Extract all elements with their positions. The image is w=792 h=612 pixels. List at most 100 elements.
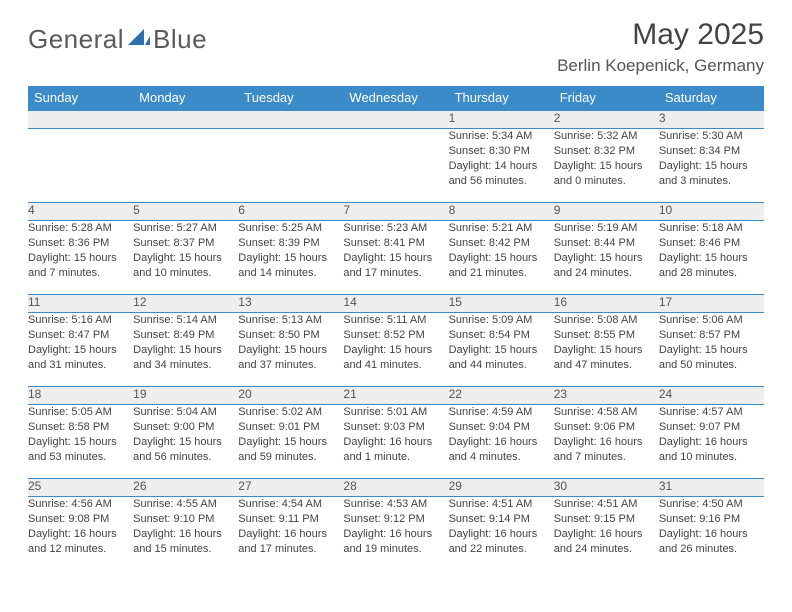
sunset-line: Sunset: 9:16 PM [659,512,764,527]
day-number-cell: 29 [449,479,554,497]
sunset-line: Sunset: 8:49 PM [133,328,238,343]
sunset-line: Sunset: 8:58 PM [28,420,133,435]
day-detail-cell [343,129,448,203]
day-detail-cell: Sunrise: 4:51 AMSunset: 9:15 PMDaylight:… [554,497,659,571]
sunrise-line: Sunrise: 5:18 AM [659,221,764,236]
week-detail-row: Sunrise: 5:28 AMSunset: 8:36 PMDaylight:… [28,221,764,295]
sunrise-line: Sunrise: 5:32 AM [554,129,659,144]
sunset-line: Sunset: 9:00 PM [133,420,238,435]
sunrise-line: Sunrise: 4:56 AM [28,497,133,512]
sunrise-line: Sunrise: 5:14 AM [133,313,238,328]
day-detail-cell: Sunrise: 5:16 AMSunset: 8:47 PMDaylight:… [28,313,133,387]
daylight-line: Daylight: 15 hours and 56 minutes. [133,435,238,465]
month-title: May 2025 [557,18,764,52]
logo-sail-icon [128,27,150,52]
sunrise-line: Sunrise: 5:05 AM [28,405,133,420]
sunset-line: Sunset: 9:08 PM [28,512,133,527]
day-number-cell: 26 [133,479,238,497]
day-detail-cell: Sunrise: 5:09 AMSunset: 8:54 PMDaylight:… [449,313,554,387]
day-detail-cell: Sunrise: 5:25 AMSunset: 8:39 PMDaylight:… [238,221,343,295]
daylight-line: Daylight: 15 hours and 3 minutes. [659,159,764,189]
day-detail-cell: Sunrise: 5:34 AMSunset: 8:30 PMDaylight:… [449,129,554,203]
day-number-cell: 14 [343,295,448,313]
sunrise-line: Sunrise: 4:51 AM [449,497,554,512]
day-number-cell: 19 [133,387,238,405]
week-detail-row: Sunrise: 5:34 AMSunset: 8:30 PMDaylight:… [28,129,764,203]
calendar-body: 123 Sunrise: 5:34 AMSunset: 8:30 PMDaylig… [28,111,764,571]
daylight-line: Daylight: 16 hours and 10 minutes. [659,435,764,465]
day-detail-cell: Sunrise: 5:23 AMSunset: 8:41 PMDaylight:… [343,221,448,295]
day-header-row: Sunday Monday Tuesday Wednesday Thursday… [28,86,764,111]
daylight-line: Daylight: 15 hours and 0 minutes. [554,159,659,189]
sunset-line: Sunset: 8:50 PM [238,328,343,343]
day-detail-cell: Sunrise: 5:27 AMSunset: 8:37 PMDaylight:… [133,221,238,295]
week-detail-row: Sunrise: 5:05 AMSunset: 8:58 PMDaylight:… [28,405,764,479]
sunrise-line: Sunrise: 5:13 AM [238,313,343,328]
sunset-line: Sunset: 8:57 PM [659,328,764,343]
day-detail-cell: Sunrise: 4:54 AMSunset: 9:11 PMDaylight:… [238,497,343,571]
sunrise-line: Sunrise: 4:58 AM [554,405,659,420]
sunset-line: Sunset: 9:11 PM [238,512,343,527]
sunset-line: Sunset: 8:52 PM [343,328,448,343]
day-detail-cell: Sunrise: 4:56 AMSunset: 9:08 PMDaylight:… [28,497,133,571]
daylight-line: Daylight: 15 hours and 41 minutes. [343,343,448,373]
day-number-cell: 2 [554,111,659,129]
day-number-cell: 9 [554,203,659,221]
day-detail-cell [133,129,238,203]
daylight-line: Daylight: 15 hours and 59 minutes. [238,435,343,465]
day-detail-cell: Sunrise: 5:30 AMSunset: 8:34 PMDaylight:… [659,129,764,203]
day-detail-cell: Sunrise: 5:14 AMSunset: 8:49 PMDaylight:… [133,313,238,387]
sunrise-line: Sunrise: 5:08 AM [554,313,659,328]
day-number-cell: 4 [28,203,133,221]
day-header: Tuesday [238,86,343,111]
day-detail-cell: Sunrise: 5:01 AMSunset: 9:03 PMDaylight:… [343,405,448,479]
sunrise-line: Sunrise: 4:57 AM [659,405,764,420]
day-detail-cell: Sunrise: 4:50 AMSunset: 9:16 PMDaylight:… [659,497,764,571]
day-detail-cell: Sunrise: 5:21 AMSunset: 8:42 PMDaylight:… [449,221,554,295]
daylight-line: Daylight: 16 hours and 26 minutes. [659,527,764,557]
sunrise-line: Sunrise: 4:59 AM [449,405,554,420]
sunrise-line: Sunrise: 5:23 AM [343,221,448,236]
sunrise-line: Sunrise: 5:34 AM [449,129,554,144]
sunset-line: Sunset: 9:01 PM [238,420,343,435]
sunrise-line: Sunrise: 5:30 AM [659,129,764,144]
day-detail-cell: Sunrise: 4:51 AMSunset: 9:14 PMDaylight:… [449,497,554,571]
sunrise-line: Sunrise: 4:55 AM [133,497,238,512]
daylight-line: Daylight: 15 hours and 44 minutes. [449,343,554,373]
header: General Blue May 2025 Berlin Koepenick, … [28,18,764,76]
day-number-cell: 1 [449,111,554,129]
day-number-cell: 8 [449,203,554,221]
day-detail-cell: Sunrise: 5:11 AMSunset: 8:52 PMDaylight:… [343,313,448,387]
day-number-cell: 31 [659,479,764,497]
sunrise-line: Sunrise: 5:19 AM [554,221,659,236]
daylight-line: Daylight: 14 hours and 56 minutes. [449,159,554,189]
sunset-line: Sunset: 9:12 PM [343,512,448,527]
sunset-line: Sunset: 8:41 PM [343,236,448,251]
day-detail-cell: Sunrise: 5:18 AMSunset: 8:46 PMDaylight:… [659,221,764,295]
daylight-line: Daylight: 15 hours and 34 minutes. [133,343,238,373]
daylight-line: Daylight: 15 hours and 53 minutes. [28,435,133,465]
daylight-line: Daylight: 16 hours and 17 minutes. [238,527,343,557]
day-detail-cell: Sunrise: 4:55 AMSunset: 9:10 PMDaylight:… [133,497,238,571]
sunset-line: Sunset: 8:37 PM [133,236,238,251]
sunrise-line: Sunrise: 5:21 AM [449,221,554,236]
daylight-line: Daylight: 15 hours and 17 minutes. [343,251,448,281]
day-number-cell [28,111,133,129]
day-detail-cell: Sunrise: 5:28 AMSunset: 8:36 PMDaylight:… [28,221,133,295]
day-number-cell: 11 [28,295,133,313]
day-detail-cell: Sunrise: 5:04 AMSunset: 9:00 PMDaylight:… [133,405,238,479]
daylight-line: Daylight: 15 hours and 31 minutes. [28,343,133,373]
sunset-line: Sunset: 8:42 PM [449,236,554,251]
sunrise-line: Sunrise: 4:51 AM [554,497,659,512]
day-number-cell: 5 [133,203,238,221]
sunset-line: Sunset: 9:04 PM [449,420,554,435]
daylight-line: Daylight: 15 hours and 10 minutes. [133,251,238,281]
sunset-line: Sunset: 9:10 PM [133,512,238,527]
day-header: Sunday [28,86,133,111]
day-number-cell: 21 [343,387,448,405]
week-detail-row: Sunrise: 4:56 AMSunset: 9:08 PM Daylight:… [28,497,764,571]
logo-word1: General [28,24,124,55]
day-number-cell: 3 [659,111,764,129]
sunrise-line: Sunrise: 5:06 AM [659,313,764,328]
daylight-line: Daylight: 15 hours and 14 minutes. [238,251,343,281]
